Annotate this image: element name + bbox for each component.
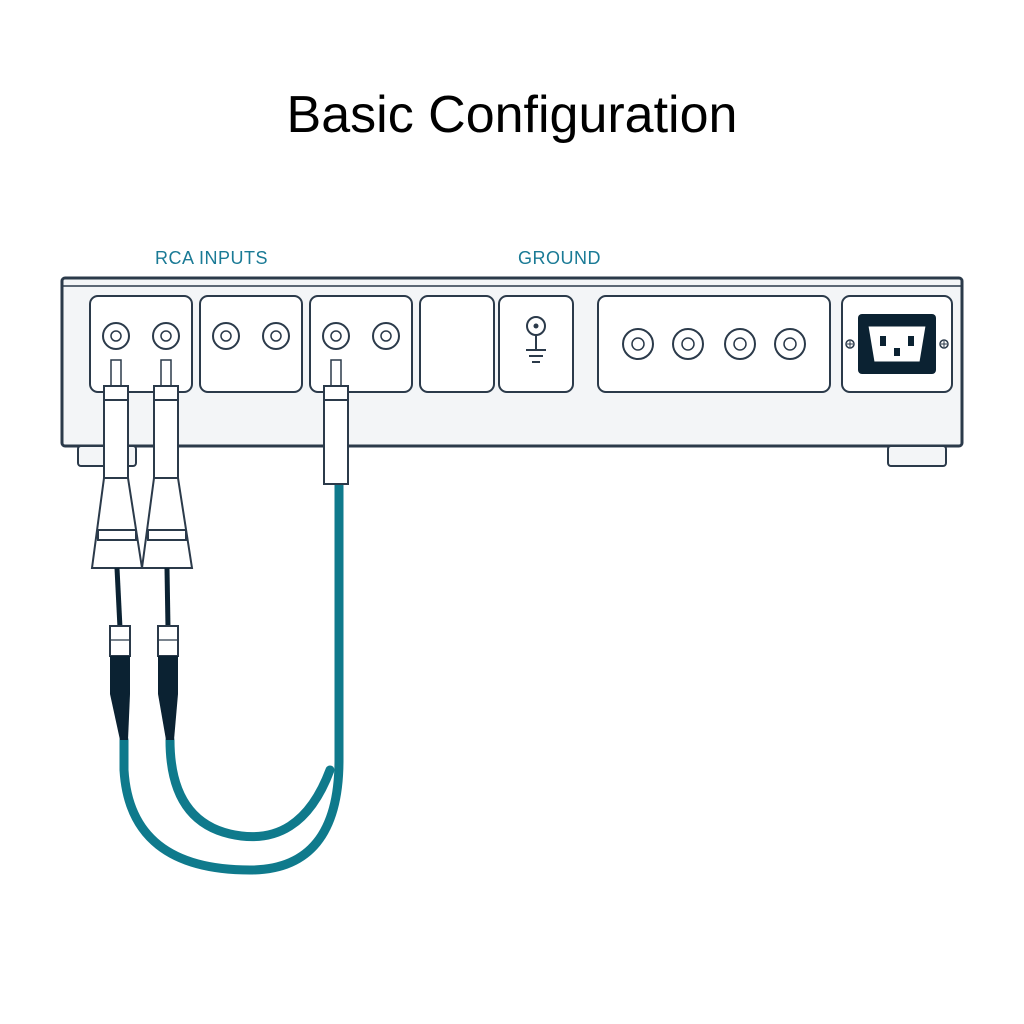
blank-panel (420, 296, 494, 392)
speaker-output-panel (598, 296, 830, 392)
rca-panel-1 (90, 296, 192, 392)
wiring-diagram (0, 0, 1024, 1024)
ground-panel (499, 296, 573, 392)
rca-panel-3 (310, 296, 412, 392)
rca-panel-2 (200, 296, 302, 392)
iec-power-inlet (842, 296, 952, 392)
